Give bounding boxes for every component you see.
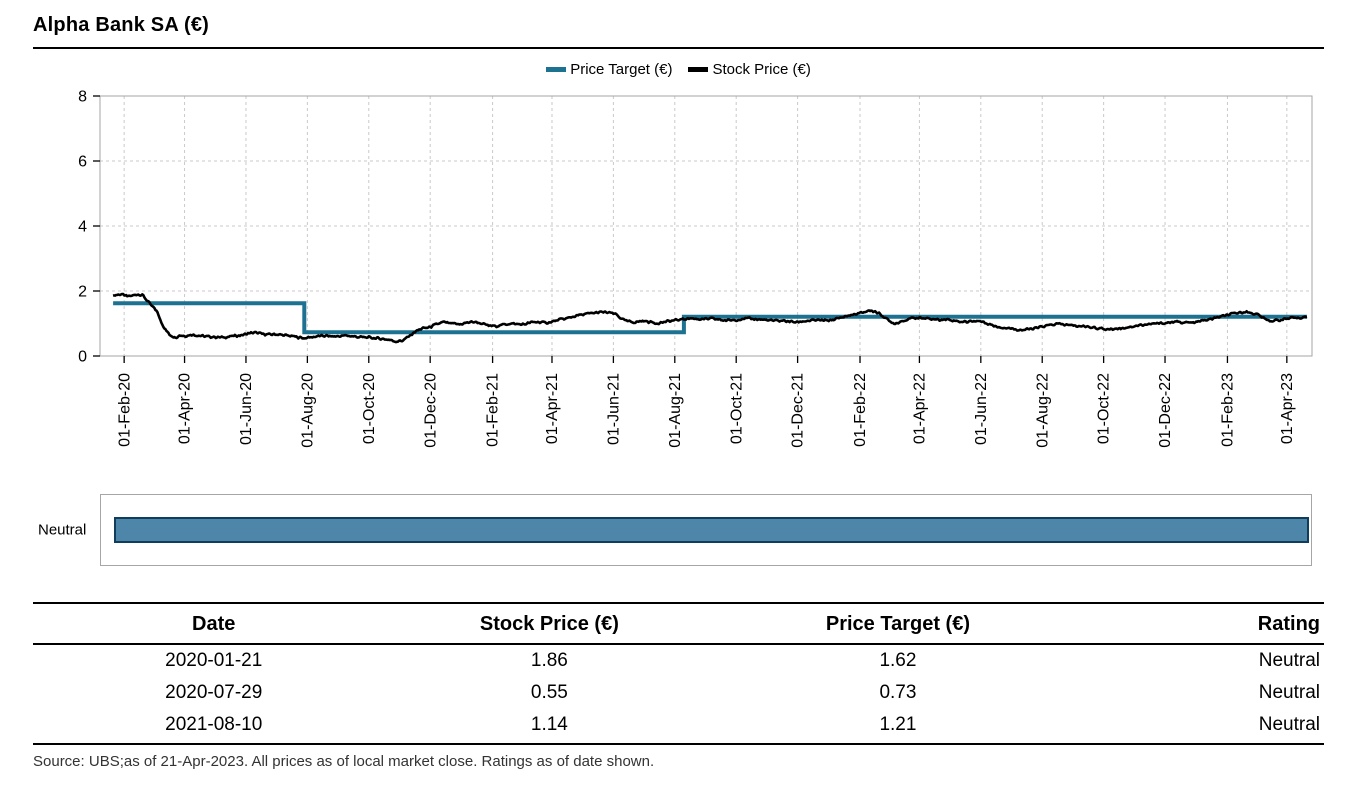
table-cell: 2020-07-29 xyxy=(165,682,263,703)
rating-track xyxy=(100,494,1312,566)
svg-text:01-Jun-22: 01-Jun-22 xyxy=(973,373,990,445)
svg-text:2: 2 xyxy=(78,284,87,301)
table-cell: Neutral xyxy=(1091,709,1324,745)
legend-item-price-target: Price Target (€) xyxy=(546,61,672,78)
svg-text:01-Apr-22: 01-Apr-22 xyxy=(912,373,929,444)
table-cell: 1.21 xyxy=(704,709,1092,745)
svg-text:01-Aug-21: 01-Aug-21 xyxy=(667,373,684,448)
svg-text:01-Dec-21: 01-Dec-21 xyxy=(790,373,807,448)
table-row: 2020-07-29 0.55 0.73 Neutral xyxy=(33,677,1324,709)
table-cell: 1.86 xyxy=(530,650,568,671)
svg-text:01-Apr-23: 01-Apr-23 xyxy=(1279,373,1296,444)
source-note: Source: UBS;as of 21-Apr-2023. All price… xyxy=(33,753,655,770)
svg-text:4: 4 xyxy=(78,219,87,236)
svg-text:01-Apr-20: 01-Apr-20 xyxy=(177,373,194,444)
svg-text:6: 6 xyxy=(78,154,87,171)
svg-text:01-Feb-21: 01-Feb-21 xyxy=(485,373,502,447)
col-header-rating: Rating xyxy=(1091,602,1324,645)
col-header-stock-price: Stock Price (€) xyxy=(394,602,705,645)
svg-text:01-Feb-20: 01-Feb-20 xyxy=(116,373,133,447)
table-header: Date Stock Price (€) Price Target (€) Ra… xyxy=(33,602,1324,645)
table-cell: Neutral xyxy=(1258,650,1320,671)
svg-text:01-Dec-20: 01-Dec-20 xyxy=(422,373,439,448)
table-body: 2020-01-21 1.86 1.62 Neutral 2020-07-29 0.55 0… xyxy=(33,644,1324,745)
svg-text:01-Aug-22: 01-Aug-22 xyxy=(1034,373,1051,448)
svg-text:0: 0 xyxy=(78,349,87,366)
table-cell: 0.55 xyxy=(530,682,568,703)
price-chart: 0 2 4 6 8 01-Feb-20 01-Apr-20 01-Jun-20 01-Aug-2… xyxy=(78,89,1313,448)
svg-text:01-Jun-20: 01-Jun-20 xyxy=(238,373,255,445)
svg-text:01-Oct-20: 01-Oct-20 xyxy=(361,373,378,444)
legend-item-stock-price: Stock Price (€) xyxy=(688,61,811,78)
legend-label-price-target: Price Target (€) xyxy=(570,61,673,78)
svg-text:01-Feb-23: 01-Feb-23 xyxy=(1220,373,1237,447)
table-cell: 2021-08-10 xyxy=(33,709,395,745)
svg-text:01-Aug-20: 01-Aug-20 xyxy=(299,373,316,448)
series-stock-price xyxy=(112,292,1308,344)
series-price-target xyxy=(113,301,1307,335)
col-header-date: Date xyxy=(33,602,395,645)
svg-text:01-Oct-21: 01-Oct-21 xyxy=(728,373,745,444)
col-header-price-target: Price Target (€) xyxy=(704,602,1092,645)
price-target-line-icon xyxy=(546,67,567,72)
svg-text:01-Oct-22: 01-Oct-22 xyxy=(1096,373,1113,444)
svg-text:01-Apr-21: 01-Apr-21 xyxy=(544,373,561,444)
table-cell: 2020-01-21 xyxy=(165,650,263,671)
table-row: 2020-01-21 1.86 1.62 Neutral xyxy=(33,644,1324,677)
rating-band xyxy=(114,517,1309,543)
svg-text:01-Feb-22: 01-Feb-22 xyxy=(852,373,869,447)
table-cell: 1.14 xyxy=(394,709,705,745)
page-title: Alpha Bank SA (€) xyxy=(33,14,210,36)
ratings-table: Date Stock Price (€) Price Target (€) Ra… xyxy=(33,602,1324,745)
table-row: 2021-08-10 1.14 1.21 Neutral xyxy=(33,709,1324,745)
stock-price-line-icon xyxy=(688,67,709,72)
svg-text:01-Dec-22: 01-Dec-22 xyxy=(1157,373,1174,448)
chart-legend: Price Target (€) Stock Price (€) xyxy=(0,61,1357,78)
table-cell: 0.73 xyxy=(879,682,917,703)
svg-text:01-Jun-21: 01-Jun-21 xyxy=(606,373,623,445)
rating-label: Neutral xyxy=(38,521,87,539)
title-rule xyxy=(33,47,1324,49)
svg-text:8: 8 xyxy=(78,89,87,106)
rating-panel: Neutral xyxy=(0,494,1357,566)
legend-label-stock-price: Stock Price (€) xyxy=(712,61,811,78)
table-cell: 1.62 xyxy=(879,650,917,671)
axes: 0 2 4 6 8 01-Feb-20 01-Apr-20 01-Jun-20 01-Aug-2… xyxy=(78,89,1296,448)
table-cell: Neutral xyxy=(1258,682,1320,703)
